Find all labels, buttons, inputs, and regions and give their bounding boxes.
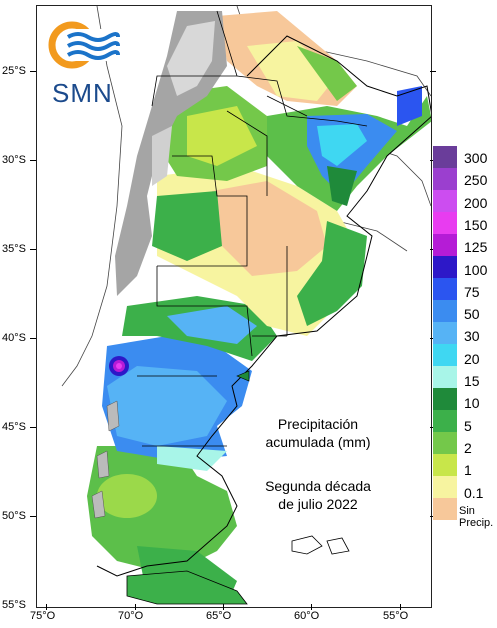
legend-swatch	[433, 432, 457, 454]
legend-swatch	[433, 212, 457, 234]
lat-label-40: 40°S	[2, 332, 26, 344]
lon-label-55: 55°O	[383, 610, 409, 622]
legend-label: 75	[464, 283, 480, 300]
argentina-fill	[87, 11, 431, 604]
malvinas-islands	[291, 535, 350, 555]
legend-label: 300	[464, 150, 488, 166]
legend-swatch	[433, 344, 457, 366]
smn-logo-text: SMN	[52, 78, 113, 108]
title-line-2: acumulada (mm)	[265, 434, 371, 450]
legend-label: 30	[464, 328, 480, 345]
smn-logo	[48, 21, 120, 69]
legend-swatch	[433, 234, 457, 256]
map-frame	[36, 5, 432, 608]
legend-label: 20	[464, 350, 480, 367]
lat-label-30: 30°S	[2, 154, 26, 166]
lon-label-70: 70°O	[118, 610, 144, 622]
legend-label: 50	[464, 306, 480, 323]
lat-label-45: 45°S	[2, 421, 26, 433]
period-line-2: de julio 2022	[278, 496, 358, 512]
legend-swatch	[433, 454, 457, 476]
legend-label: 15	[464, 373, 480, 389]
lon-label-75: 75°O	[30, 610, 56, 622]
period-line-1: Segunda década	[265, 478, 371, 494]
legend-swatch	[433, 498, 457, 520]
lat-label-25: 25°S	[2, 65, 26, 77]
legend-swatch	[433, 146, 457, 168]
coastline	[96, 35, 431, 577]
legend-swatch	[433, 366, 457, 388]
chile-islands	[91, 400, 120, 519]
lat-label-35: 35°S	[2, 243, 26, 255]
precipitation-map	[61, 6, 431, 605]
legend-label: 1	[464, 462, 472, 479]
lat-label-55: 55°S	[2, 599, 26, 611]
legend-swatch	[433, 278, 457, 300]
legend-label: 0.1	[464, 484, 484, 501]
legend-label: 100	[464, 261, 488, 278]
precipitation-legend	[433, 146, 459, 520]
legend-swatch	[433, 168, 457, 190]
lon-label-60: 60°O	[294, 610, 320, 622]
legend-swatch	[433, 256, 457, 278]
legend-swatch	[433, 190, 457, 212]
legend-swatch	[433, 410, 457, 432]
legend-label: 125	[464, 239, 488, 256]
tierra-del-fuego	[126, 570, 248, 605]
legend-label: 200	[464, 194, 488, 211]
legend-swatch	[433, 476, 457, 498]
legend-label: 10	[464, 395, 480, 412]
legend-swatch	[433, 388, 457, 410]
legend-label: 2	[464, 439, 472, 456]
legend-label: 5	[464, 417, 472, 434]
border-lines	[137, 10, 368, 447]
lon-label-65: 65°O	[206, 610, 232, 622]
legend-swatch	[433, 300, 457, 322]
legend-label: Sin Precip.	[459, 504, 494, 529]
legend-swatch	[433, 322, 457, 344]
legend-label: 150	[464, 216, 488, 233]
legend-label: 250	[464, 172, 488, 189]
lat-label-50: 50°S	[2, 510, 26, 522]
title-line-1: Precipitación	[277, 416, 359, 432]
